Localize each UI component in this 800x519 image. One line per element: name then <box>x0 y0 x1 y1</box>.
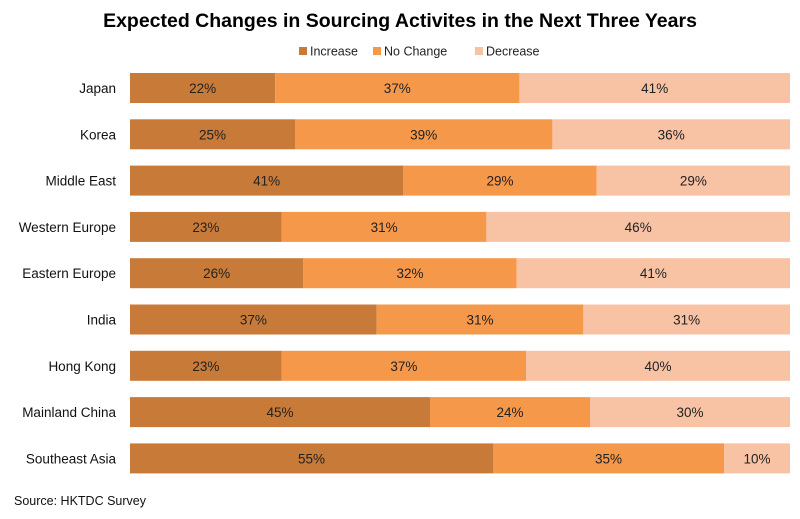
bar-japan-decrease <box>519 73 790 103</box>
data-label-japan-no-change: 37% <box>384 81 411 96</box>
data-label-western-europe-increase: 23% <box>192 220 219 235</box>
bar-korea-no-change <box>295 119 553 150</box>
bar-western-europe-increase <box>130 211 282 242</box>
legend-label-decrease: Decrease <box>486 45 540 59</box>
category-labels: Japan Korea Middle East Western Europe Easte… <box>19 81 117 466</box>
legend-label-no-change: No Change <box>384 45 447 59</box>
bar-row-western-europe: 23% 31% 46% <box>130 211 790 242</box>
bar-japan-increase <box>130 73 276 103</box>
data-label-hong-kong-decrease: 40% <box>644 359 671 374</box>
data-label-india-no-change: 31% <box>466 313 493 328</box>
legend: Increase No Change Decrease <box>299 45 540 59</box>
data-label-mainland-china-increase: 45% <box>266 405 293 420</box>
bar-hong-kong-increase <box>130 350 282 381</box>
bar-japan-no-change <box>275 73 520 103</box>
category-label-southeast-asia: Southeast Asia <box>26 451 117 466</box>
bar-mainland-china-increase <box>130 397 430 428</box>
legend-swatch-increase <box>299 47 307 55</box>
category-label-india: India <box>87 313 117 328</box>
bar-row-mainland-china: 45% 24% 30% <box>130 397 790 428</box>
data-label-middle-east-decrease: 29% <box>680 174 707 189</box>
bar-western-europe-no-change <box>281 211 487 242</box>
data-label-korea-no-change: 39% <box>410 127 437 142</box>
category-label-korea: Korea <box>80 127 117 142</box>
data-label-korea-increase: 25% <box>199 127 226 142</box>
bar-row-southeast-asia: 55% 35% 10% <box>130 443 790 474</box>
data-label-southeast-asia-decrease: 10% <box>743 451 770 466</box>
bar-row-eastern-europe: 26% 32% 41% <box>130 258 790 289</box>
bar-mainland-china-no-change <box>430 397 590 428</box>
legend-swatch-decrease <box>475 47 483 55</box>
category-label-japan: Japan <box>79 81 116 96</box>
data-label-mainland-china-no-change: 24% <box>496 405 523 420</box>
legend-item-increase: Increase <box>299 45 358 59</box>
category-label-eastern-europe: Eastern Europe <box>22 266 116 281</box>
legend-swatch-no-change <box>373 47 381 55</box>
bar-western-europe-decrease <box>486 211 790 242</box>
bar-india-decrease <box>583 304 790 335</box>
data-label-japan-increase: 22% <box>189 81 216 96</box>
data-label-mainland-china-decrease: 30% <box>676 405 703 420</box>
bar-eastern-europe-increase <box>130 258 304 289</box>
bar-row-india: 37% 31% 31% <box>130 304 790 335</box>
bar-middle-east-no-change <box>403 165 597 196</box>
data-label-eastern-europe-increase: 26% <box>203 266 230 281</box>
data-label-hong-kong-no-change: 37% <box>390 359 417 374</box>
data-label-middle-east-no-change: 29% <box>486 174 513 189</box>
category-label-hong-kong: Hong Kong <box>48 359 116 374</box>
bars: 22% 37% 41% 25% 39% 36% 41% 29% 29% 23% 31% 46% 26% 3… <box>130 73 790 474</box>
bar-southeast-asia-no-change <box>493 443 724 474</box>
bar-eastern-europe-no-change <box>303 258 517 289</box>
bar-mainland-china-decrease <box>590 397 790 428</box>
bar-middle-east-increase <box>130 165 404 196</box>
data-label-western-europe-decrease: 46% <box>625 220 652 235</box>
data-label-japan-decrease: 41% <box>641 81 668 96</box>
bar-india-increase <box>130 304 377 335</box>
bar-korea-decrease <box>552 119 790 150</box>
bar-row-japan: 22% 37% 41% <box>130 73 790 103</box>
category-label-mainland-china: Mainland China <box>22 405 116 420</box>
source-note: Source: HKTDC Survey <box>14 494 147 508</box>
category-label-western-europe: Western Europe <box>19 220 116 235</box>
bar-korea-increase <box>130 119 295 150</box>
data-label-india-increase: 37% <box>240 313 267 328</box>
data-label-eastern-europe-decrease: 41% <box>640 266 667 281</box>
bar-eastern-europe-decrease <box>516 258 790 289</box>
data-label-korea-decrease: 36% <box>658 127 685 142</box>
data-label-hong-kong-increase: 23% <box>192 359 219 374</box>
data-label-middle-east-increase: 41% <box>253 174 280 189</box>
bar-hong-kong-decrease <box>526 350 790 381</box>
data-label-western-europe-no-change: 31% <box>371 220 398 235</box>
bar-southeast-asia-increase <box>130 443 493 474</box>
data-label-eastern-europe-no-change: 32% <box>396 266 423 281</box>
bar-row-middle-east: 41% 29% 29% <box>130 165 790 196</box>
data-label-india-decrease: 31% <box>673 313 700 328</box>
bar-southeast-asia-decrease <box>724 443 790 474</box>
bar-hong-kong-no-change <box>281 350 526 381</box>
data-label-southeast-asia-no-change: 35% <box>595 451 622 466</box>
category-label-middle-east: Middle East <box>45 174 116 189</box>
chart-title: Expected Changes in Sourcing Activites i… <box>103 10 697 32</box>
legend-item-no-change: No Change <box>373 45 447 59</box>
bar-middle-east-decrease <box>596 165 790 196</box>
bar-row-hong-kong: 23% 37% 40% <box>130 350 790 381</box>
bar-row-korea: 25% 39% 36% <box>130 119 790 150</box>
legend-label-increase: Increase <box>310 45 358 59</box>
legend-item-decrease: Decrease <box>475 45 540 59</box>
data-label-southeast-asia-increase: 55% <box>298 451 325 466</box>
bar-india-no-change <box>376 304 584 335</box>
